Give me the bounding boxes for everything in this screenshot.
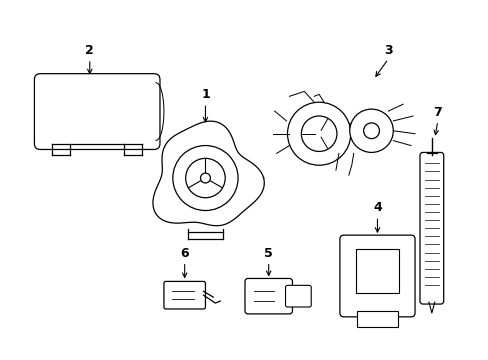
Circle shape: [185, 158, 225, 198]
FancyBboxPatch shape: [285, 285, 310, 307]
Text: 5: 5: [264, 247, 272, 260]
FancyBboxPatch shape: [419, 152, 443, 304]
Circle shape: [172, 145, 238, 211]
Circle shape: [349, 109, 392, 152]
Circle shape: [363, 123, 379, 139]
Circle shape: [287, 102, 350, 165]
FancyBboxPatch shape: [163, 282, 205, 309]
Circle shape: [301, 116, 336, 152]
FancyBboxPatch shape: [244, 278, 292, 314]
Text: 7: 7: [432, 106, 441, 119]
Text: 4: 4: [372, 202, 381, 215]
FancyBboxPatch shape: [356, 311, 397, 327]
Text: 2: 2: [85, 44, 94, 57]
FancyBboxPatch shape: [355, 249, 398, 293]
Text: 6: 6: [180, 247, 189, 260]
FancyBboxPatch shape: [339, 235, 414, 317]
Text: 1: 1: [201, 88, 209, 101]
Circle shape: [200, 173, 210, 183]
FancyBboxPatch shape: [34, 74, 160, 149]
Text: 3: 3: [383, 44, 392, 57]
